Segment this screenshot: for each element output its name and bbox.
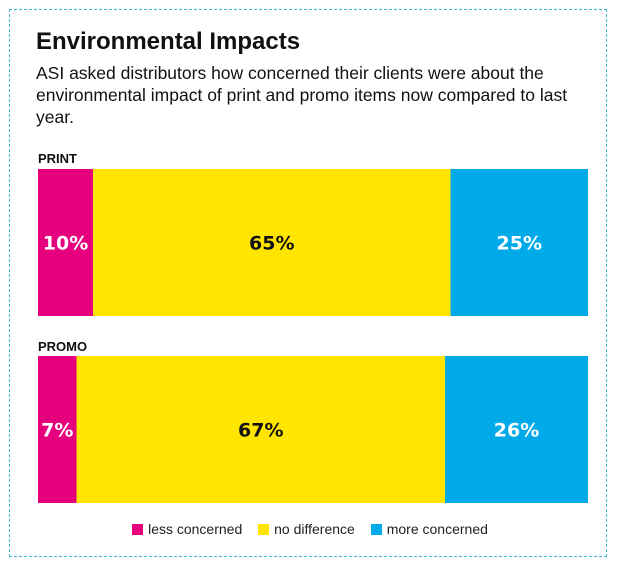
bar-print-no-difference — [93, 169, 451, 316]
legend-label-no-difference: no difference — [274, 521, 355, 537]
data-label-promo-no-difference: 67% — [238, 420, 283, 442]
bar-promo-less-concerned — [38, 356, 77, 503]
stacked-bar-chart: PRINT 10% 65% 25% PROMO 7% 67% 26% — [38, 151, 588, 503]
legend-swatch-less-concerned — [132, 524, 144, 535]
legend-label-more-concerned: more concerned — [386, 521, 488, 537]
chart-subtitle: ASI asked distributors how concerned the… — [36, 63, 568, 127]
legend-item-no-difference: no difference — [258, 521, 355, 537]
data-label-promo-less-concerned: 7% — [41, 420, 73, 442]
card-frame — [9, 9, 607, 557]
legend-swatch-no-difference — [258, 524, 270, 535]
bar-print-more-concerned — [450, 169, 588, 316]
bar-promo-no-difference — [76, 356, 445, 503]
legend-swatch-more-concerned — [370, 524, 382, 535]
chart-title: Environmental Impacts — [36, 28, 301, 55]
bar-promo-more-concerned — [445, 356, 588, 503]
data-label-print-no-difference: 65% — [249, 233, 294, 255]
data-label-print-more-concerned: 25% — [497, 233, 542, 255]
legend-label-less-concerned: less concerned — [148, 521, 243, 537]
legend-item-more-concerned: more concerned — [370, 521, 488, 537]
data-label-print-less-concerned: 10% — [43, 233, 88, 255]
legend: less concerned no difference more concer… — [0, 521, 620, 537]
category-label-print: PRINT — [38, 151, 77, 166]
legend-item-less-concerned: less concerned — [132, 521, 242, 537]
category-label-promo: PROMO — [38, 339, 87, 354]
bar-print-less-concerned — [38, 169, 93, 316]
data-label-promo-more-concerned: 26% — [494, 420, 539, 442]
